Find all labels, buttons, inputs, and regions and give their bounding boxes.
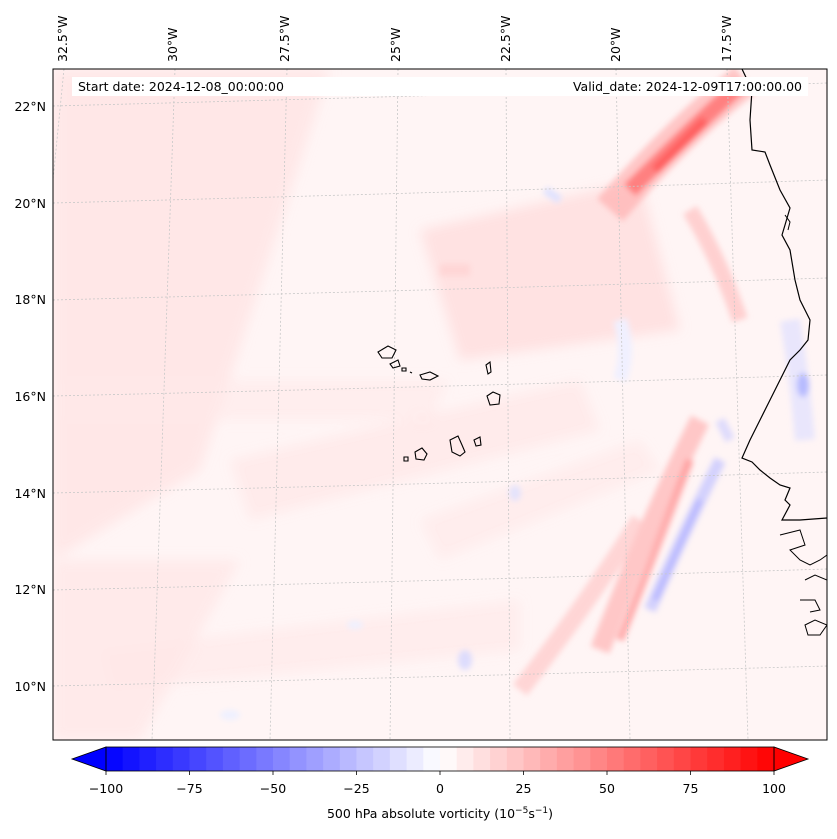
latitude-labels: 22°N 20°N 18°N 16°N 14°N 12°N 10°N: [14, 99, 46, 694]
colorbar-bin: [239, 747, 257, 771]
colorbar-bin: [339, 747, 358, 771]
lat-label: 20°N: [14, 196, 46, 211]
colorbar-bin: [206, 747, 224, 771]
colorbar-tick-label: 0: [436, 781, 444, 796]
lon-label: 17.5°W: [719, 16, 734, 62]
lat-label: 22°N: [14, 99, 46, 114]
colorbar-bin: [256, 747, 274, 771]
lon-label: 30°W: [165, 27, 180, 62]
colorbar-bin: [406, 747, 424, 771]
lat-label: 14°N: [14, 486, 46, 501]
colorbar-bin: [222, 747, 241, 771]
colorbar-label: 500 hPa absolute vorticity (10−5s−1): [326, 806, 553, 822]
lat-label: 12°N: [14, 582, 46, 597]
colorbar-bin: [189, 747, 207, 771]
coastline-africa: [741, 69, 827, 521]
colorbar-bin: [289, 747, 307, 771]
colorbar-bin: [106, 747, 124, 771]
colorbar-bin: [640, 747, 658, 771]
colorbar-bin: [740, 747, 758, 771]
colorbar-bin: [139, 747, 157, 771]
colorbar-bin: [673, 747, 692, 771]
lon-label: 25°W: [388, 27, 403, 62]
colorbar-bin: [423, 747, 441, 771]
colorbar-bin: [723, 747, 742, 771]
start-date-label: Start date: 2024-12-08_00:00:00: [72, 77, 498, 96]
gridlines: [53, 69, 827, 740]
lat-label: 18°N: [14, 292, 46, 307]
colorbar-bin: [523, 747, 541, 771]
colorbar-tick-labels: −100 −75 −50 −25 0 25 50 75 100: [89, 781, 786, 796]
colorbar-bin: [573, 747, 591, 771]
colorbar-bin: [373, 747, 391, 771]
colorbar-bin: [306, 747, 324, 771]
colorbar-ticks: [105, 771, 775, 775]
longitude-labels: 32.5°W 30°W 27.5°W 25°W 22.5°W 20°W 17.5…: [55, 16, 734, 62]
colorbar-bin: [440, 747, 458, 771]
colorbar-tick-label: −50: [260, 781, 286, 796]
colorbar-bin: [356, 747, 374, 771]
colorbar-bin: [172, 747, 191, 771]
colorbar-arrow-min: [70, 746, 107, 772]
colorbar: −100 −75 −50 −25 0 25 50 75 100: [70, 746, 810, 796]
colorbar-bin: [473, 747, 491, 771]
colorbar-tick-label: 75: [683, 781, 699, 796]
colorbar-tick-label: −75: [176, 781, 202, 796]
colorbar-bin: [456, 747, 474, 771]
lon-label: 32.5°W: [55, 16, 70, 62]
vorticity-field: [53, 69, 827, 740]
colorbar-bin: [556, 747, 575, 771]
colorbar-bin: [623, 747, 641, 771]
colorbar-bin: [607, 747, 625, 771]
colorbar-bin: [389, 747, 408, 771]
colorbar-bin: [490, 747, 508, 771]
colorbar-tick-label: 50: [599, 781, 615, 796]
colorbar-bin: [122, 747, 140, 771]
colorbar-bin: [323, 747, 341, 771]
cape-verde-islands: [377, 345, 501, 462]
colorbar-bin: [506, 747, 525, 771]
colorbar-tick-label: −25: [343, 781, 369, 796]
colorbar-bin: [707, 747, 725, 771]
colorbar-bin: [590, 747, 608, 771]
map-figure: 32.5°W 30°W 27.5°W 25°W 22.5°W 20°W 17.5…: [14, 16, 828, 741]
colorbar-arrow-max: [773, 746, 810, 772]
colorbar-bin: [273, 747, 291, 771]
colorbar-bins: [106, 747, 775, 771]
colorbar-tick-label: 100: [762, 781, 786, 796]
colorbar-tick-label: 25: [516, 781, 532, 796]
colorbar-tick-label: −100: [89, 781, 123, 796]
colorbar-bin: [690, 747, 708, 771]
colorbar-bin: [156, 747, 174, 771]
map-frame: [52, 68, 828, 741]
lon-label: 22.5°W: [498, 16, 513, 62]
valid-date-label: Valid_date: 2024-12-09T17:00:00.00: [492, 77, 808, 96]
colorbar-bin: [757, 747, 775, 771]
lat-label: 16°N: [14, 389, 46, 404]
lat-label: 10°N: [14, 679, 46, 694]
lon-label: 20°W: [608, 27, 623, 62]
colorbar-bin: [657, 747, 675, 771]
colorbar-bin: [540, 747, 558, 771]
lon-label: 27.5°W: [277, 16, 292, 62]
